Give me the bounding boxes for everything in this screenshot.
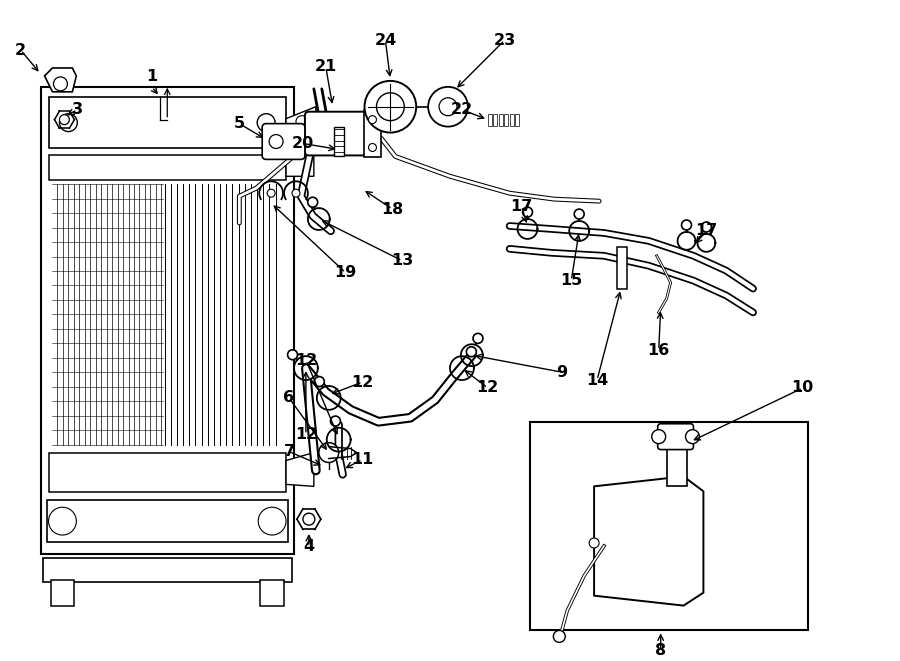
Circle shape <box>466 347 476 357</box>
FancyBboxPatch shape <box>262 124 305 159</box>
Text: 9: 9 <box>555 365 567 379</box>
Bar <box>493 114 497 126</box>
Bar <box>49 453 286 492</box>
FancyBboxPatch shape <box>305 112 374 155</box>
Text: 2: 2 <box>15 42 26 58</box>
Polygon shape <box>286 453 314 486</box>
Circle shape <box>376 93 404 121</box>
Circle shape <box>257 114 275 132</box>
Circle shape <box>681 220 691 230</box>
Circle shape <box>288 350 298 360</box>
Bar <box>260 580 284 605</box>
Circle shape <box>308 197 318 207</box>
Text: 1: 1 <box>147 69 158 85</box>
Text: 13: 13 <box>392 253 413 268</box>
Circle shape <box>554 631 565 642</box>
Circle shape <box>686 430 699 444</box>
Circle shape <box>267 189 275 197</box>
Text: 21: 21 <box>315 59 337 75</box>
Circle shape <box>269 135 283 149</box>
Text: 10: 10 <box>792 381 814 395</box>
Bar <box>617 247 627 289</box>
Bar <box>50 580 75 605</box>
Text: 17: 17 <box>510 198 533 214</box>
Circle shape <box>314 377 324 387</box>
Circle shape <box>49 507 76 535</box>
Circle shape <box>59 114 69 125</box>
Circle shape <box>590 538 599 548</box>
Text: 22: 22 <box>451 102 473 117</box>
Circle shape <box>439 98 457 116</box>
Text: 16: 16 <box>648 342 670 358</box>
Bar <box>667 447 687 486</box>
Bar <box>509 114 514 126</box>
Polygon shape <box>286 151 314 176</box>
Circle shape <box>53 77 68 91</box>
Circle shape <box>258 507 286 535</box>
Text: 7: 7 <box>284 444 294 459</box>
Bar <box>49 97 286 149</box>
Circle shape <box>368 116 376 124</box>
Bar <box>488 114 491 126</box>
Circle shape <box>292 189 300 197</box>
Bar <box>364 110 382 157</box>
Bar <box>499 114 503 126</box>
FancyBboxPatch shape <box>658 424 694 449</box>
Circle shape <box>523 207 533 217</box>
Text: 24: 24 <box>374 32 397 48</box>
Circle shape <box>364 81 416 133</box>
Circle shape <box>701 222 711 232</box>
Polygon shape <box>594 477 704 605</box>
Bar <box>334 127 344 157</box>
Text: 17: 17 <box>696 223 717 239</box>
Circle shape <box>303 513 315 525</box>
Text: 19: 19 <box>335 265 356 280</box>
Bar <box>47 500 288 542</box>
Text: 12: 12 <box>295 427 317 442</box>
Text: 20: 20 <box>292 136 314 151</box>
Bar <box>49 155 286 180</box>
Text: 6: 6 <box>284 391 294 405</box>
Polygon shape <box>286 106 316 139</box>
Circle shape <box>319 443 338 463</box>
Circle shape <box>296 116 308 128</box>
Bar <box>529 422 808 631</box>
Text: 4: 4 <box>303 539 314 555</box>
Text: 3: 3 <box>72 102 83 117</box>
Text: 12: 12 <box>295 352 317 368</box>
Circle shape <box>59 114 77 132</box>
Text: 11: 11 <box>351 452 374 467</box>
Bar <box>504 114 508 126</box>
Circle shape <box>574 209 584 219</box>
Circle shape <box>428 87 468 127</box>
Bar <box>40 87 294 554</box>
Text: 5: 5 <box>234 116 245 131</box>
Text: 14: 14 <box>586 373 608 387</box>
Text: 8: 8 <box>655 642 666 658</box>
Bar <box>42 558 292 582</box>
Circle shape <box>473 333 483 343</box>
Text: 15: 15 <box>560 273 582 288</box>
Text: 18: 18 <box>382 202 403 217</box>
Polygon shape <box>44 68 76 92</box>
Circle shape <box>368 143 376 151</box>
Bar <box>515 114 519 126</box>
Text: 23: 23 <box>493 32 516 48</box>
Text: 12: 12 <box>351 375 374 389</box>
Circle shape <box>330 416 340 426</box>
Circle shape <box>652 430 666 444</box>
Text: 12: 12 <box>477 381 499 395</box>
